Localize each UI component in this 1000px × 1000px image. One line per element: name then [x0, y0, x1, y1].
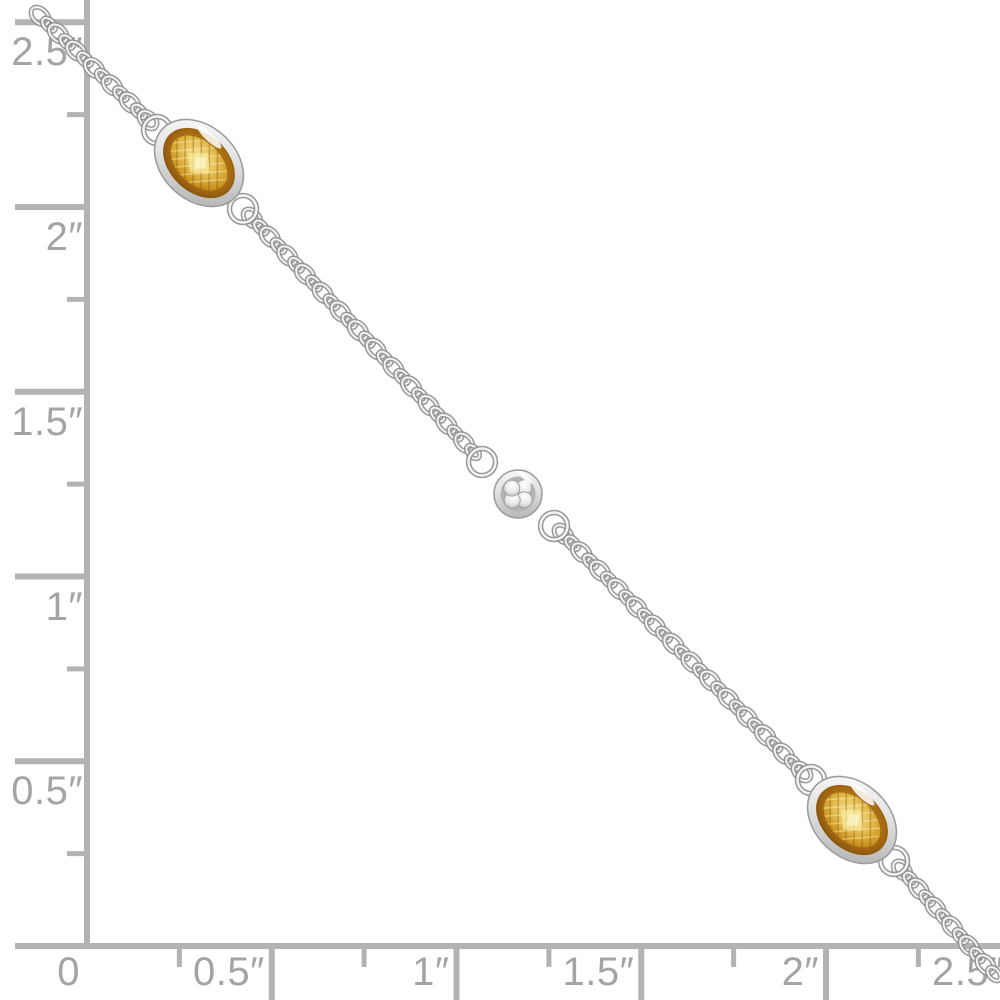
- jump-ring: [794, 763, 828, 797]
- ruler-label-horizontal: 1″: [412, 950, 450, 994]
- ruler-label-vertical: 0.5″: [11, 769, 83, 814]
- silver-cable-chain: [28, 4, 1000, 984]
- citrine-oval-gem-bottom-right: [806, 775, 898, 865]
- ruler-label-horizontal: 0.5″: [192, 950, 265, 994]
- ruler-label-horizontal: 0: [57, 950, 80, 994]
- ruler-label-vertical: 2″: [45, 215, 83, 259]
- jump-ring: [140, 113, 174, 147]
- ruler-label-horizontal: 1.5″: [562, 950, 635, 994]
- jump-ring: [226, 192, 260, 226]
- ruler-label-vertical: 1.5″: [11, 399, 83, 444]
- ruler-label-vertical: 1″: [45, 584, 83, 629]
- jump-ring: [465, 445, 499, 479]
- jump-ring: [877, 844, 911, 878]
- ruler-label-horizontal: 2.5″: [931, 950, 1000, 994]
- chain-segment: [551, 522, 814, 784]
- ruler-lines-and-ticks: [15, 0, 1000, 1000]
- gem-stations: [153, 118, 898, 865]
- ruler-label-horizontal: 2″: [781, 950, 819, 994]
- citrine-oval-gem-top-left: [153, 118, 245, 208]
- facet-lines: [813, 781, 891, 859]
- cz-cluster-round-center: [493, 469, 543, 519]
- facet-lines: [160, 124, 238, 202]
- ruler-label-vertical: 2.5″: [11, 30, 83, 75]
- chain-segment: [240, 206, 483, 462]
- jump-ring: [537, 509, 571, 543]
